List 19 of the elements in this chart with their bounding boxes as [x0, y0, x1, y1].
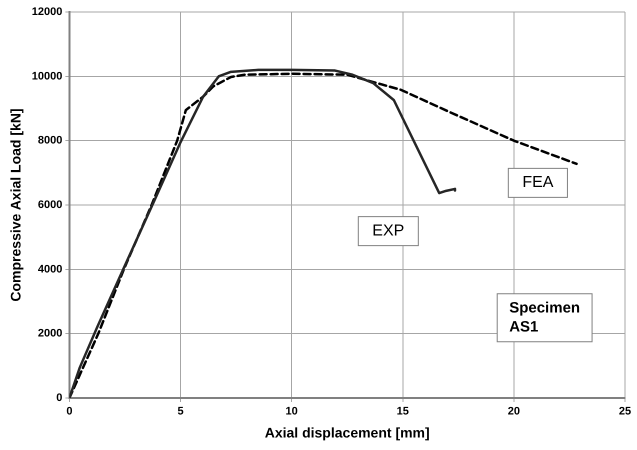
annotation: Specimen AS1 — [509, 299, 580, 336]
x-axis-title: Axial displacement [mm] — [264, 424, 430, 440]
x-tick-label: 0 — [66, 406, 72, 418]
y-tick-label: 2000 — [38, 328, 62, 340]
line-series — [69, 72, 578, 398]
y-tick-label: 12000 — [32, 6, 62, 18]
y-tick-label: 6000 — [38, 199, 62, 212]
x-tick-label: 15 — [396, 406, 409, 418]
text: EXP — [372, 222, 404, 240]
y-axis-title: Compressive Axial Load [kN] — [7, 108, 24, 302]
x-tick-label: 20 — [508, 406, 520, 418]
y-tick-label: 0 — [56, 392, 62, 404]
y-tick-label: 4000 — [38, 263, 62, 276]
x-tick-label: 25 — [618, 406, 632, 418]
y-tick-label: 10000 — [32, 70, 62, 82]
x-tick-label: 10 — [286, 406, 298, 418]
x-tick-label: 5 — [177, 406, 184, 418]
y-tick-label: 8000 — [38, 134, 62, 147]
series-label: FEA — [522, 174, 554, 192]
